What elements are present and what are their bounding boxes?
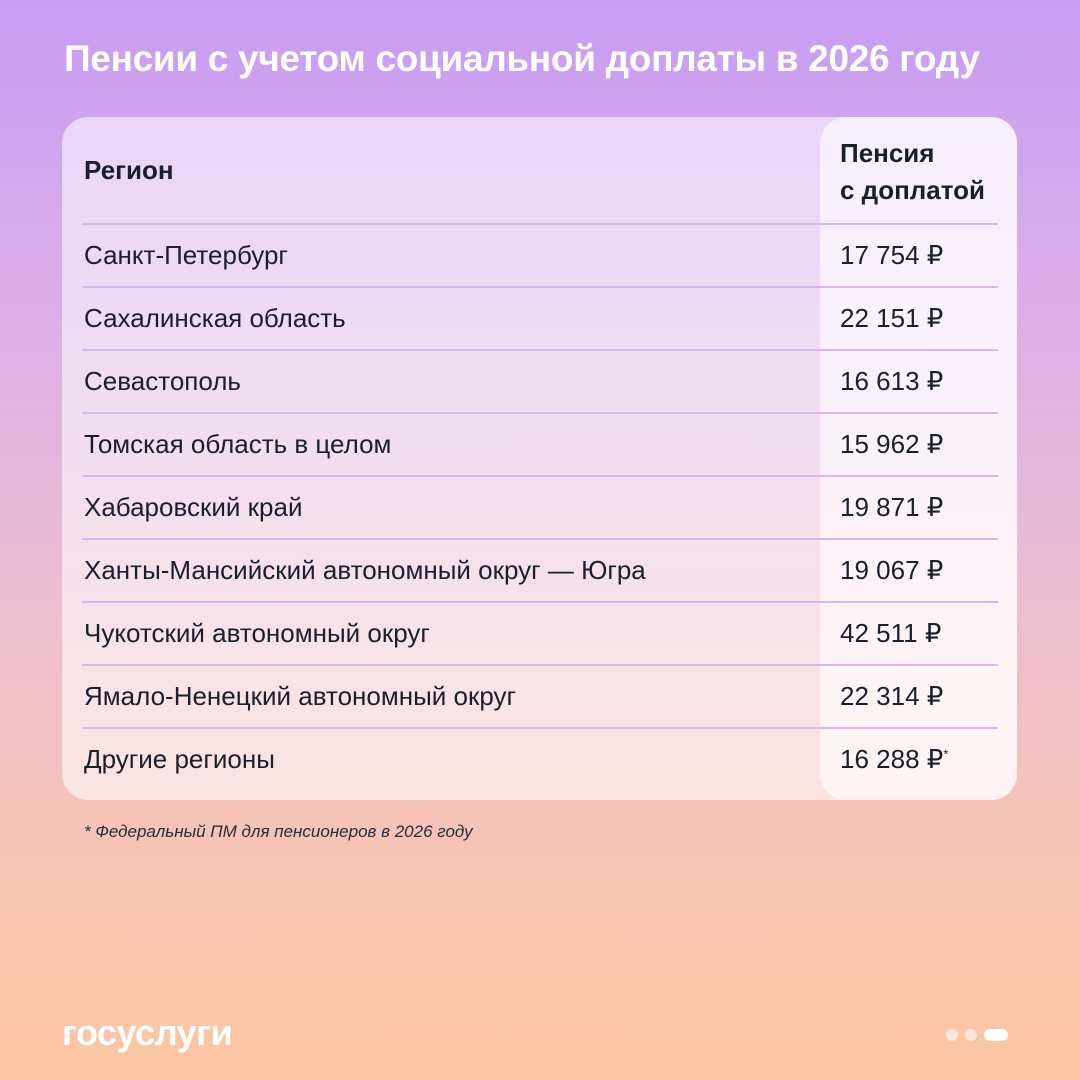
pension-amount: 19 067 ₽ [840,555,944,585]
table-row: Хабаровский край 19 871 ₽ [82,475,998,538]
pension-amount: 15 962 ₽ [840,429,944,459]
page-title: Пенсии с учетом социальной доплаты в 202… [64,38,980,79]
table-header: Регион Пенсия с доплатой [62,117,1017,223]
pension-value: 15 962 ₽ [840,429,943,460]
region-name: Санкт-Петербург [84,240,288,270]
pension-table: Регион Пенсия с доплатой Санкт-Петербург 1… [62,117,1017,800]
region-name: Хабаровский край [84,492,303,522]
pagination-dot[interactable] [965,1029,977,1041]
gosuslugi-logo: госуслуги [62,1012,233,1053]
header-region: Регион [84,155,174,185]
header-value: Пенсия с доплатой [840,135,985,209]
table-row: Сахалинская область 22 151 ₽ [82,286,998,349]
region-name: Сахалинская область [84,303,346,333]
region-name: Севастополь [84,366,241,396]
region-name: Ханты-Мансийский автономный округ — Югра [84,555,646,585]
pension-amount: 42 511 ₽ [840,618,942,648]
table-row: Другие регионы 16 288 ₽* [82,727,998,790]
pension-amount: 16 288 ₽ [840,744,944,774]
pension-amount: 16 613 ₽ [840,366,944,396]
pension-value: 42 511 ₽ [840,618,941,649]
pension-amount: 17 754 ₽ [840,240,944,270]
value-column-highlight [820,117,1017,800]
pension-value: 16 288 ₽* [840,744,948,775]
region-name: Ямало-Ненецкий автономный округ [84,681,517,711]
table-row: Чукотский автономный округ 42 511 ₽ [82,601,998,664]
table-row: Севастополь 16 613 ₽ [82,349,998,412]
header-value-line2: с доплатой [840,175,986,205]
pension-value: 19 067 ₽ [840,555,943,586]
pension-value: 16 613 ₽ [840,366,943,397]
region-name: Чукотский автономный округ [84,618,430,648]
footnote: * Федеральный ПМ для пенсионеров в 2026 … [84,822,473,841]
region-name: Другие регионы [84,744,275,774]
pagination-dot[interactable] [946,1029,958,1041]
pension-value: 19 871 ₽ [840,492,943,523]
pagination-dots [946,1029,1008,1041]
table-row: Санкт-Петербург 17 754 ₽ [82,223,998,286]
pension-value: 22 151 ₽ [840,303,943,334]
pension-value: 22 314 ₽ [840,681,943,712]
pension-amount: 22 314 ₽ [840,681,944,711]
footnote-mark: * [943,746,949,762]
table-row: Томская область в целом 15 962 ₽ [82,412,998,475]
table-row: Ханты-Мансийский автономный округ — Югра… [82,538,998,601]
pagination-dot[interactable] [984,1029,1008,1041]
region-name: Томская область в целом [84,429,392,459]
header-value-line1: Пенсия [840,138,935,168]
table-row: Ямало-Ненецкий автономный округ 22 314 ₽ [82,664,998,727]
pension-amount: 19 871 ₽ [840,492,944,522]
pension-amount: 22 151 ₽ [840,303,944,333]
pension-value: 17 754 ₽ [840,240,943,271]
